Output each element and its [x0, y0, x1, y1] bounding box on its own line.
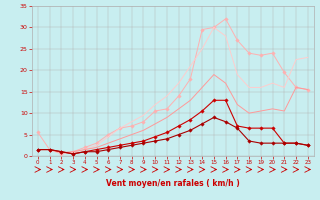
X-axis label: Vent moyen/en rafales ( km/h ): Vent moyen/en rafales ( km/h ) — [106, 179, 240, 188]
